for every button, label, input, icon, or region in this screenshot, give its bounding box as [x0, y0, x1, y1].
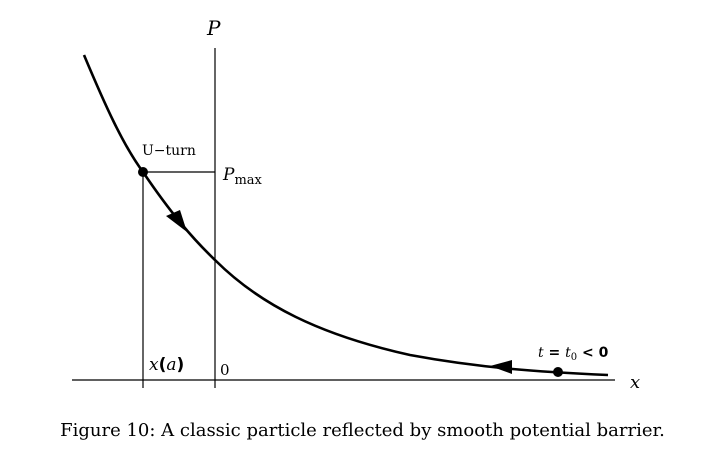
direction-arrow-reflected	[166, 210, 187, 232]
trajectory-diagram: P x Pmax U−turn x(a) 0 t = t0 < 0	[72, 16, 640, 393]
x-axis-label: x	[630, 372, 640, 393]
xa-label: x(a)	[149, 355, 184, 375]
p-axis-label: P	[206, 16, 221, 40]
pmax-label: Pmax	[222, 165, 263, 188]
start-point	[553, 367, 563, 377]
trajectory-curve	[82, 54, 609, 377]
uturn-label: U−turn	[142, 143, 196, 159]
start-time-label: t = t0 < 0	[538, 345, 609, 363]
origin-label: 0	[220, 361, 230, 379]
direction-arrow-incoming	[490, 360, 512, 374]
figure-caption: Figure 10: A classic particle reflected …	[60, 420, 665, 441]
uturn-point	[138, 167, 148, 177]
